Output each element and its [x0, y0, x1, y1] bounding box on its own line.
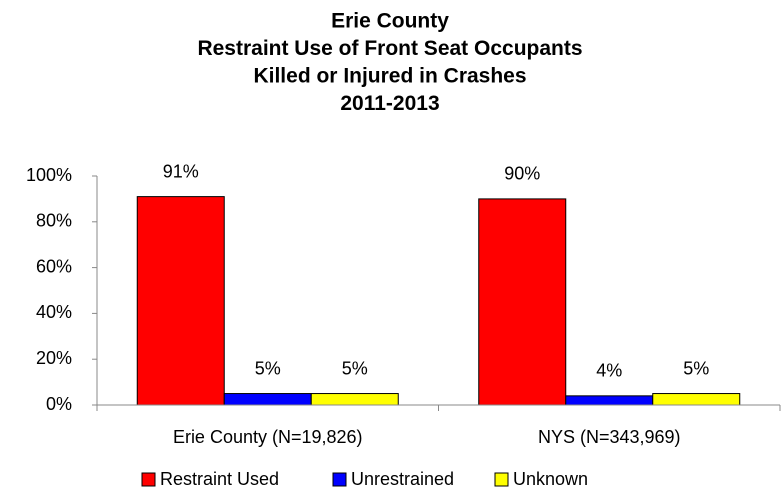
data-label: 5% [683, 358, 709, 378]
x-tick-label: NYS (N=343,969) [538, 427, 681, 447]
data-label: 5% [342, 358, 368, 378]
y-tick-label: 20% [36, 348, 72, 368]
legend-swatch [141, 472, 156, 487]
bar [565, 395, 654, 406]
bar [310, 393, 399, 406]
data-label: 4% [596, 361, 622, 381]
legend-swatch [494, 472, 509, 487]
y-tick-label: 100% [26, 165, 72, 185]
bar [136, 196, 225, 406]
bar [478, 198, 567, 406]
y-tick-label: 80% [36, 211, 72, 231]
bar [652, 393, 741, 406]
chart-title: Erie County [331, 10, 449, 33]
y-tick-label: 60% [36, 256, 72, 276]
x-tick-label: Erie County (N=19,826) [173, 427, 363, 447]
y-tick-label: 0% [46, 394, 72, 414]
legend-label: Unrestrained [351, 469, 454, 489]
data-label: 5% [255, 358, 281, 378]
data-label: 90% [504, 164, 540, 184]
chart-title: Killed or Injured in Crashes [253, 65, 526, 88]
data-label: 91% [163, 161, 199, 181]
y-tick-label: 40% [36, 302, 72, 322]
chart-title: 2011-2013 [340, 92, 439, 115]
legend-swatch [332, 472, 347, 487]
legend-label: Restraint Used [160, 469, 279, 489]
legend-label: Unknown [513, 469, 588, 489]
chart-title: Restraint Use of Front Seat Occupants [197, 37, 582, 60]
bar [223, 393, 312, 406]
